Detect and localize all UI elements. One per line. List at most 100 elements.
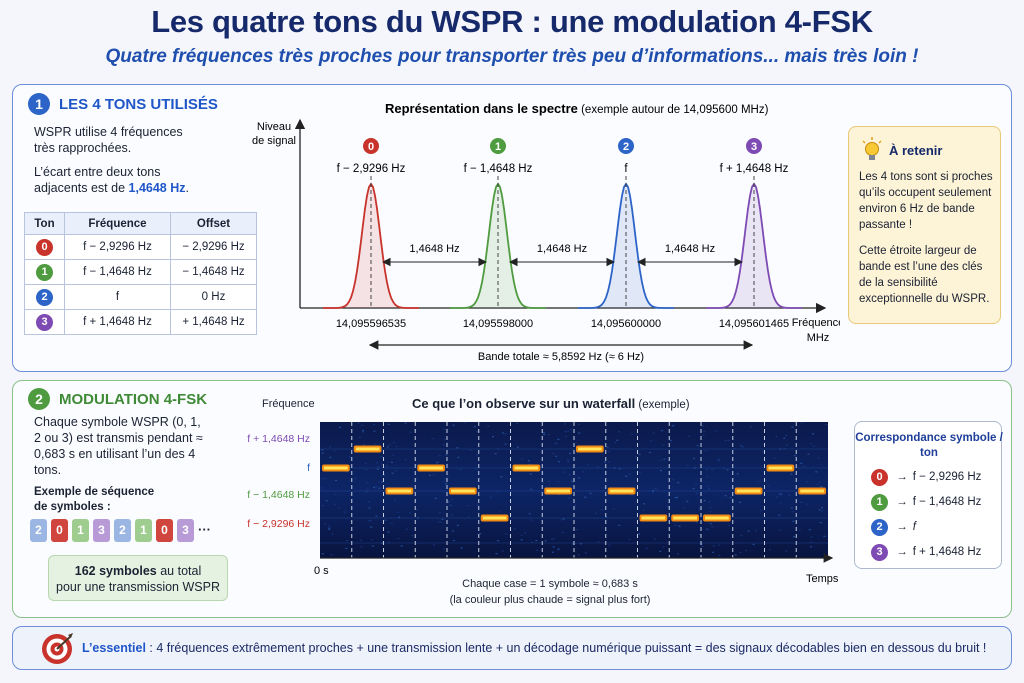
spectrum-ylabel-1: Niveau	[257, 121, 291, 133]
noise-speck	[395, 470, 398, 472]
sequence-symbol: 3	[93, 519, 110, 542]
noise-speck	[818, 509, 821, 511]
noise-speck	[714, 430, 717, 432]
noise-speck	[708, 501, 711, 503]
noise-speck	[696, 492, 698, 494]
noise-speck	[438, 512, 441, 514]
noise-speck	[520, 534, 523, 536]
noise-speck	[718, 554, 721, 556]
noise-speck	[634, 456, 637, 458]
noise-speck	[597, 541, 600, 543]
noise-speck	[709, 511, 712, 513]
noise-speck	[767, 485, 770, 487]
spacing-label-bg	[402, 241, 467, 255]
noise-speck	[584, 496, 587, 498]
noise-speck	[438, 455, 441, 457]
noise-speck	[346, 540, 349, 542]
noise-speck	[557, 461, 560, 463]
noise-speck	[320, 487, 323, 489]
noise-speck	[389, 444, 392, 446]
noise-speck	[530, 488, 533, 490]
noise-speck	[516, 446, 519, 448]
noise-speck	[385, 465, 388, 467]
sequence-symbol: 0	[156, 519, 173, 542]
noise-speck	[436, 461, 439, 463]
noise-speck	[571, 481, 574, 483]
waterfall-symbol-3	[578, 447, 602, 451]
noise-speck	[443, 481, 446, 483]
noise-speck	[712, 551, 715, 553]
noise-speck	[504, 443, 507, 445]
noise-speck	[450, 514, 453, 516]
noise-speck	[709, 523, 712, 525]
noise-speck	[416, 464, 419, 466]
noise-speck	[638, 453, 641, 455]
noise-speck	[369, 520, 372, 522]
noise-speck	[530, 519, 533, 521]
noise-speck	[652, 490, 655, 492]
noise-speck	[662, 444, 665, 446]
noise-speck	[476, 454, 479, 456]
sequence-ellipsis: ···	[198, 522, 211, 537]
table-row: 1 f − 1,4648 Hz − 1,4648 Hz	[24, 259, 257, 285]
noise-speck	[568, 497, 571, 499]
noise-speck	[600, 509, 603, 511]
noise-speck	[810, 443, 813, 445]
spectrum-diagram: Représentation dans le spectre (exemple …	[252, 101, 840, 363]
noise-speck	[391, 472, 394, 474]
noise-speck	[368, 520, 371, 522]
noise-speck	[469, 449, 472, 451]
noise-speck	[790, 473, 793, 475]
noise-speck	[557, 549, 559, 551]
noise-speck	[489, 496, 492, 498]
noise-speck	[595, 512, 597, 514]
noise-speck	[677, 482, 680, 484]
noise-speck	[541, 482, 544, 484]
noise-speck	[328, 527, 331, 529]
noise-speck	[459, 469, 462, 471]
noise-speck	[717, 459, 720, 461]
noise-speck	[698, 509, 701, 511]
noise-speck	[375, 515, 378, 517]
waterfall-freq-label-3: f + 1,4648 Hz	[247, 433, 310, 445]
noise-speck	[608, 461, 611, 463]
noise-speck	[654, 487, 657, 489]
noise-speck	[377, 466, 379, 468]
noise-speck	[400, 545, 403, 547]
noise-speck	[386, 446, 389, 448]
noise-speck	[686, 500, 689, 502]
noise-speck	[553, 538, 555, 540]
waterfall-symbol-0	[482, 516, 507, 520]
target-icon	[40, 632, 74, 671]
noise-speck	[404, 422, 407, 424]
total-symbols-count: 162 symboles	[74, 564, 157, 578]
noise-speck	[479, 533, 482, 535]
noise-speck	[542, 432, 545, 434]
noise-speck	[384, 519, 387, 521]
noise-speck	[726, 469, 729, 471]
noise-speck	[570, 480, 573, 482]
waterfall-symbol-2	[324, 466, 348, 470]
waterfall-freq-label-0: f − 2,9296 Hz	[247, 518, 310, 530]
noise-speck	[371, 539, 374, 541]
section-number-1: 1	[28, 93, 50, 115]
noise-speck	[387, 541, 390, 543]
noise-speck	[357, 422, 360, 424]
noise-speck	[704, 450, 707, 452]
spacing-label-bg	[530, 241, 594, 255]
peak-number: 3	[751, 141, 757, 153]
peak-label: f + 1,4648 Hz	[720, 163, 789, 175]
noise-speck	[785, 444, 788, 446]
noise-speck	[650, 440, 653, 442]
noise-speck	[616, 439, 619, 441]
noise-speck	[578, 432, 581, 434]
noise-speck	[672, 478, 675, 480]
noise-speck	[667, 506, 670, 508]
noise-speck	[428, 474, 431, 476]
noise-speck	[810, 546, 812, 548]
noise-speck	[564, 430, 567, 433]
noise-speck	[821, 510, 824, 512]
spectrum-ylabel-2: de signal	[252, 135, 296, 147]
noise-speck	[560, 519, 563, 521]
noise-speck	[806, 503, 809, 505]
